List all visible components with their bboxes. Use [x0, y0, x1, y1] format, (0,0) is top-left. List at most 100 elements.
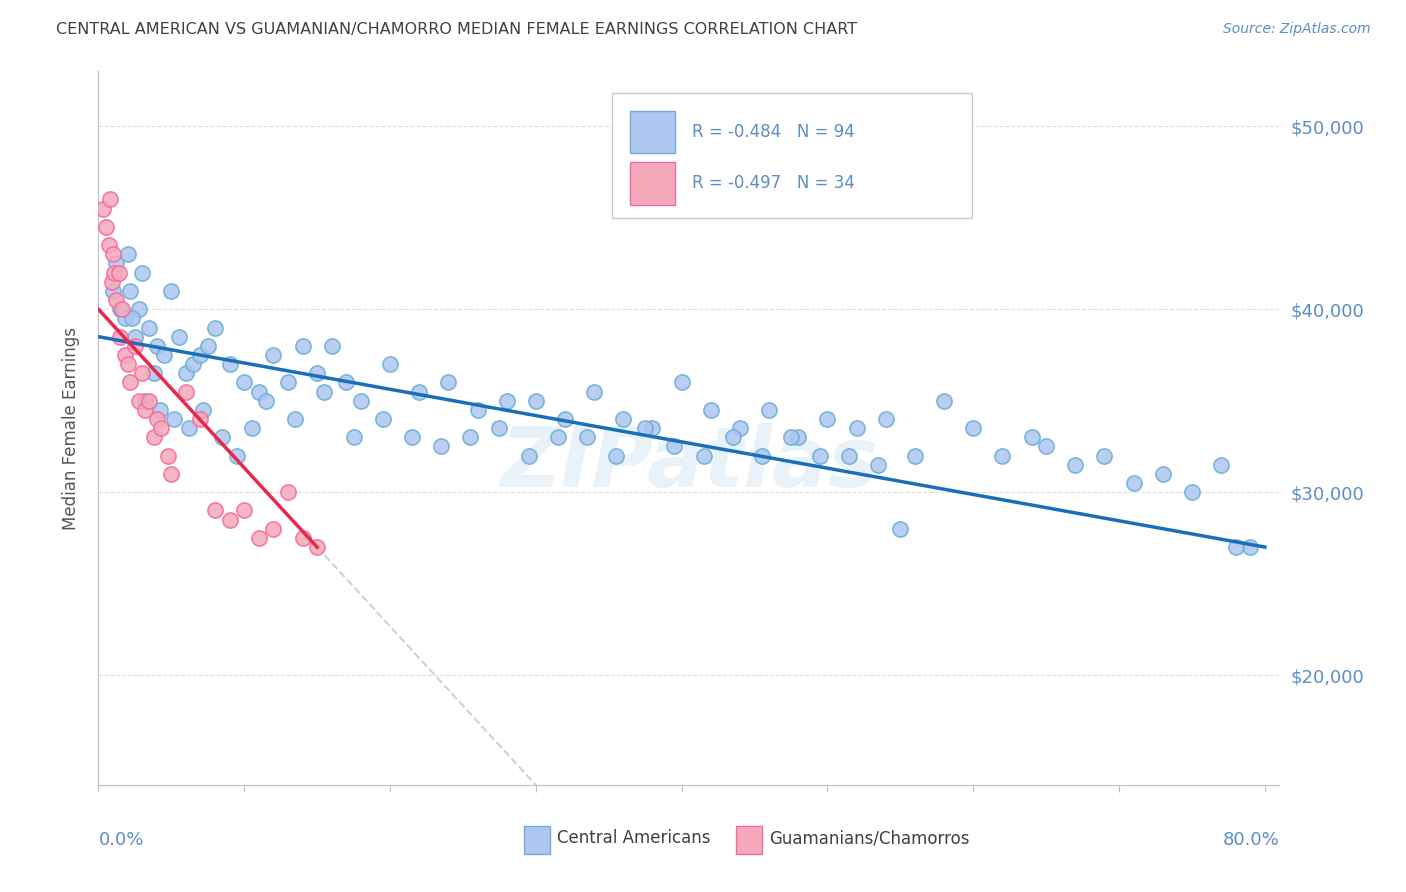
- Point: [204, 320, 226, 334]
- Point: [612, 412, 634, 426]
- Point: [307, 366, 329, 380]
- Point: [845, 421, 868, 435]
- Point: [97, 238, 120, 252]
- Point: [145, 339, 167, 353]
- Point: [307, 540, 329, 554]
- Bar: [523, 826, 550, 855]
- Point: [554, 412, 576, 426]
- Point: [233, 376, 256, 390]
- Point: [284, 412, 307, 426]
- Point: [98, 193, 121, 207]
- Point: [904, 449, 927, 463]
- Point: [218, 513, 240, 527]
- Point: [437, 376, 460, 390]
- Point: [108, 266, 131, 280]
- Point: [91, 202, 114, 216]
- Point: [121, 311, 143, 326]
- Point: [671, 376, 693, 390]
- Point: [1211, 458, 1233, 472]
- Point: [817, 412, 839, 426]
- Point: [962, 421, 984, 435]
- Point: [100, 275, 122, 289]
- Point: [889, 522, 911, 536]
- Text: CENTRAL AMERICAN VS GUAMANIAN/CHAMORRO MEDIAN FEMALE EARNINGS CORRELATION CHART: CENTRAL AMERICAN VS GUAMANIAN/CHAMORRO M…: [56, 22, 858, 37]
- Point: [174, 366, 197, 380]
- Point: [728, 421, 751, 435]
- Point: [131, 366, 153, 380]
- Point: [104, 293, 127, 307]
- Point: [262, 522, 284, 536]
- Point: [780, 430, 803, 444]
- Point: [128, 302, 150, 317]
- Point: [145, 412, 167, 426]
- Point: [157, 449, 180, 463]
- Point: [371, 412, 394, 426]
- Text: 0.0%: 0.0%: [98, 831, 143, 849]
- Point: [120, 376, 142, 390]
- Point: [991, 449, 1014, 463]
- Point: [517, 449, 540, 463]
- Bar: [630, 111, 675, 153]
- Point: [247, 384, 270, 399]
- Point: [101, 284, 124, 298]
- Point: [218, 357, 240, 371]
- Point: [138, 320, 160, 334]
- Point: [401, 430, 423, 444]
- Point: [291, 531, 314, 545]
- Point: [1225, 540, 1247, 554]
- Point: [721, 430, 744, 444]
- Point: [378, 357, 401, 371]
- Point: [583, 384, 606, 399]
- Point: [117, 357, 139, 371]
- Point: [524, 393, 547, 408]
- FancyBboxPatch shape: [612, 93, 973, 218]
- Point: [211, 430, 233, 444]
- Point: [149, 402, 172, 417]
- Y-axis label: Median Female Earnings: Median Female Earnings: [62, 326, 80, 530]
- Point: [1021, 430, 1043, 444]
- Point: [700, 402, 723, 417]
- Point: [181, 357, 204, 371]
- Point: [868, 458, 890, 472]
- Point: [114, 348, 136, 362]
- Point: [1181, 485, 1204, 500]
- Point: [321, 339, 343, 353]
- Point: [875, 412, 897, 426]
- Point: [120, 284, 142, 298]
- Point: [1094, 449, 1116, 463]
- Point: [134, 402, 156, 417]
- Point: [808, 449, 831, 463]
- Point: [458, 430, 481, 444]
- Point: [190, 412, 212, 426]
- Point: [1122, 476, 1144, 491]
- Point: [167, 329, 190, 343]
- Point: [664, 440, 686, 454]
- Point: [142, 430, 165, 444]
- Point: [160, 467, 183, 481]
- Point: [197, 339, 219, 353]
- Point: [101, 247, 124, 261]
- Point: [138, 393, 160, 408]
- Text: Guamanians/Chamorros: Guamanians/Chamorros: [769, 830, 970, 847]
- Point: [110, 329, 132, 343]
- Point: [277, 485, 299, 500]
- Point: [111, 302, 134, 317]
- Point: [1035, 440, 1057, 454]
- Point: [641, 421, 664, 435]
- Point: [575, 430, 598, 444]
- Point: [190, 348, 212, 362]
- Bar: [737, 826, 762, 855]
- Text: R = -0.484   N = 94: R = -0.484 N = 94: [693, 123, 855, 141]
- Point: [277, 376, 299, 390]
- Point: [240, 421, 263, 435]
- Text: Central Americans: Central Americans: [557, 830, 710, 847]
- Point: [233, 503, 256, 517]
- Point: [634, 421, 657, 435]
- Point: [291, 339, 314, 353]
- Point: [94, 219, 117, 234]
- Point: [758, 402, 780, 417]
- Point: [150, 421, 173, 435]
- Point: [1064, 458, 1087, 472]
- Point: [142, 366, 165, 380]
- Point: [335, 376, 357, 390]
